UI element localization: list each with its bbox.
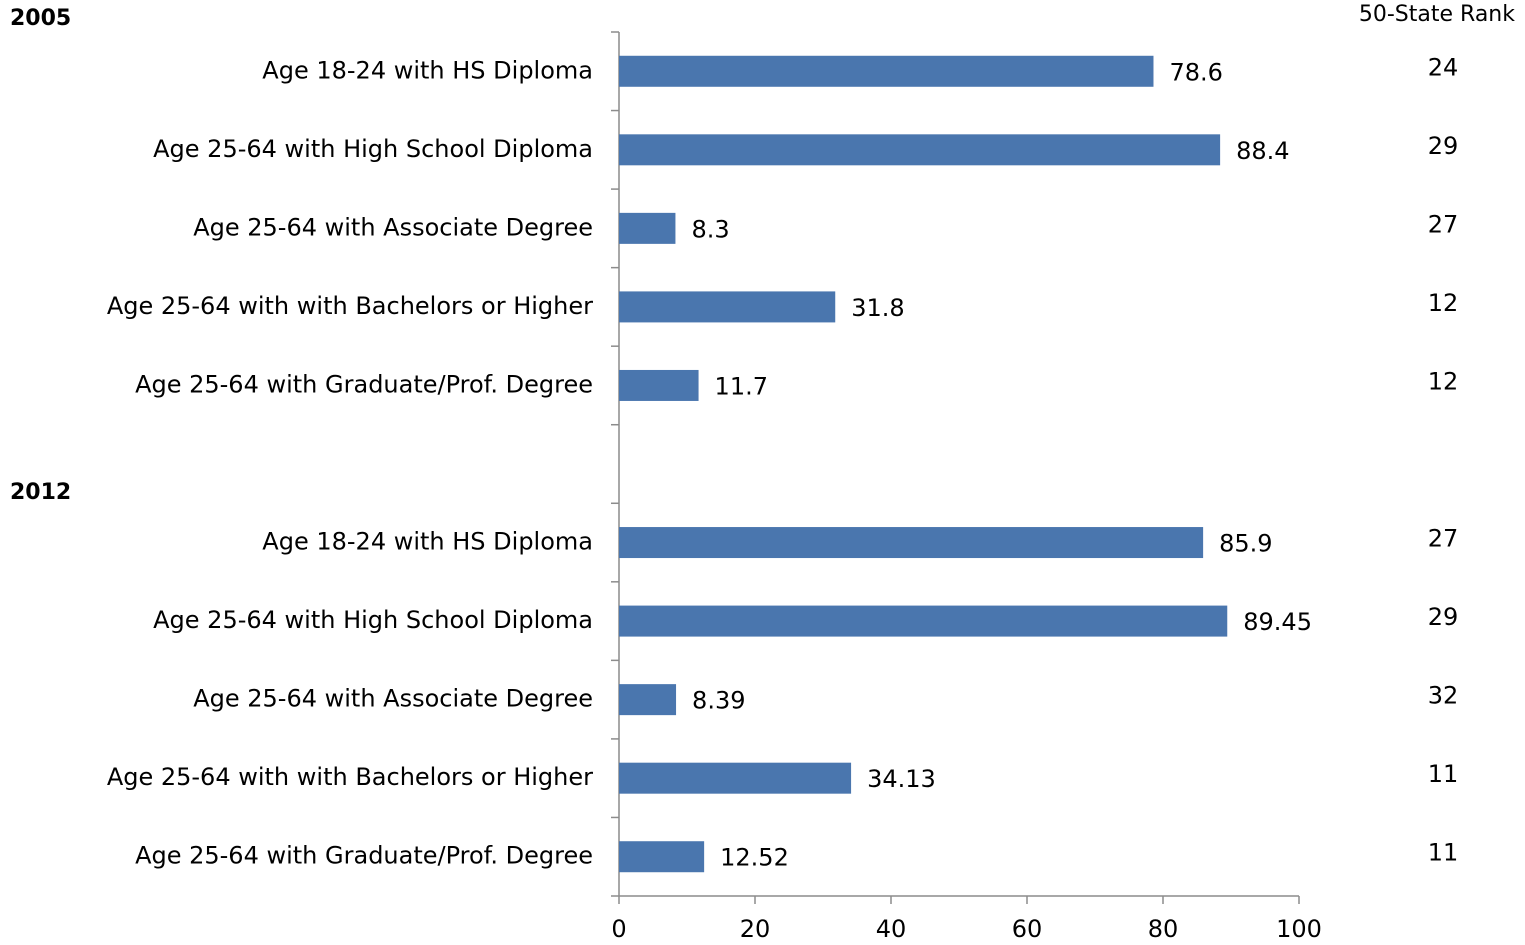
category-label: Age 25-64 with with Bachelors or Higher [107,763,593,791]
rank-value: 32 [1428,682,1459,710]
x-tick-label: 20 [740,915,771,943]
bar [619,605,1228,637]
rank-value: 11 [1428,760,1459,788]
data-label: 8.39 [692,687,745,715]
rank-column-header: 50-State Rank [1358,2,1515,27]
category-label: Age 18-24 with HS Diploma [262,56,593,84]
data-label: 34.13 [867,765,936,793]
category-label: Age 18-24 with HS Diploma [262,528,593,556]
group-title-2005: 2005 [10,6,72,31]
data-label: 85.9 [1219,530,1272,558]
rank-value: 11 [1428,839,1459,867]
category-label: Age 25-64 with Associate Degree [193,685,593,713]
data-label: 31.8 [851,294,904,322]
bar [619,134,1221,166]
x-tick-label: 100 [1276,915,1322,943]
rank-value: 27 [1428,525,1459,553]
rank-value: 29 [1428,603,1459,631]
rank-value: 29 [1428,132,1459,160]
category-label: Age 25-64 with High School Diploma [153,135,593,163]
bar [619,762,852,794]
x-tick-label: 40 [876,915,907,943]
bar [619,684,677,716]
rank-value: 12 [1428,367,1459,395]
x-tick-label: 80 [1148,915,1179,943]
rank-value: 24 [1428,53,1459,81]
data-label: 12.52 [720,844,789,872]
category-label: Age 25-64 with Associate Degree [193,213,593,241]
bar [619,291,836,323]
data-label: 11.7 [715,372,768,400]
category-label: Age 25-64 with Graduate/Prof. Degree [135,842,593,870]
data-label: 89.45 [1243,608,1312,636]
category-label: Age 25-64 with with Bachelors or Higher [107,292,593,320]
group-title-2012: 2012 [10,480,72,505]
bar [619,55,1154,87]
bar [619,841,705,873]
rank-value: 27 [1428,210,1459,238]
data-label: 88.4 [1236,137,1289,165]
bar [619,527,1204,559]
rank-value: 12 [1428,289,1459,317]
category-label: Age 25-64 with Graduate/Prof. Degree [135,370,593,398]
category-label: Age 25-64 with High School Diploma [153,606,593,634]
data-label: 78.6 [1169,58,1222,86]
bar [619,369,699,401]
data-label: 8.3 [691,215,729,243]
x-tick-label: 60 [1012,915,1043,943]
bar [619,212,676,244]
x-tick-label: 0 [611,915,626,943]
